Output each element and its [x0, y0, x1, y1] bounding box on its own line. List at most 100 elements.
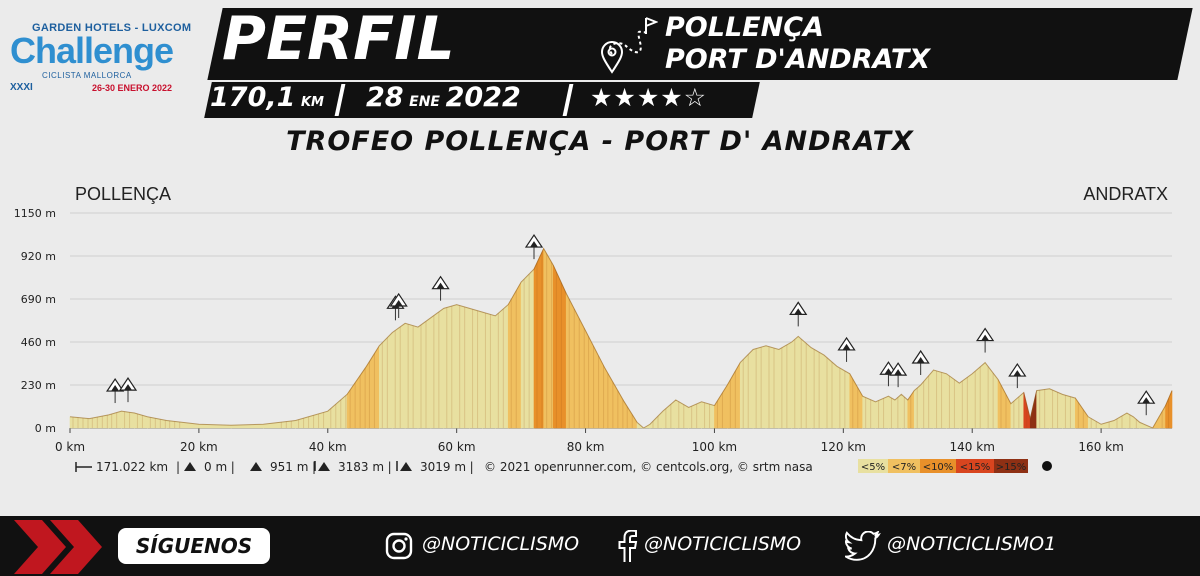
legend-label: <5%: [861, 462, 885, 473]
climb-marker-icon: [105, 377, 125, 404]
profile-segment: [984, 361, 999, 429]
climb-marker-peak: [794, 308, 803, 315]
stat-separator: |: [470, 460, 474, 474]
climb-marker-peak: [436, 282, 445, 289]
profile-segment: [765, 345, 780, 429]
route-start: POLLENÇA: [665, 12, 824, 43]
twitter-handle[interactable]: @NOTICICLISMO1: [887, 533, 1057, 555]
climb-marker-peak: [111, 385, 120, 392]
profile-segment: [688, 401, 702, 429]
profile-segment: [752, 345, 767, 429]
climb-markers: [105, 234, 1156, 416]
challenge-logo: GARDEN HOTELS - LUXCOM Challenge CICLIST…: [6, 22, 196, 96]
climb-marker-peak: [842, 343, 851, 350]
profile-segment: [1075, 397, 1089, 429]
profile-segment: [920, 369, 934, 429]
date-day: 28: [366, 82, 404, 113]
climb-marker-peak: [981, 334, 990, 341]
climb-marker-peak: [894, 369, 903, 376]
x-tick-label: 20 km: [180, 440, 218, 454]
y-tick-label: 920 m: [21, 250, 56, 263]
x-tick-label: 160 km: [1078, 440, 1123, 454]
follow-label: SÍGUENOS: [135, 534, 253, 558]
x-tick-label: 80 km: [567, 440, 605, 454]
climb-marker-icon: [389, 292, 408, 318]
stat-separator: |: [312, 460, 316, 474]
legend-label: >15%: [996, 462, 1027, 473]
y-tick-label: 230 m: [21, 379, 56, 392]
profile-segment: [836, 365, 851, 429]
distance-number: 170,1: [210, 82, 296, 113]
profile-segment: [121, 410, 135, 429]
profile-segment: [379, 331, 393, 429]
climb-marker-peak: [530, 241, 538, 248]
profile-segment: [714, 383, 728, 429]
climb-marker-icon: [789, 301, 808, 327]
climb-marker-peak: [884, 368, 893, 375]
logo-dates: 26-30 ENERO 2022: [92, 83, 173, 93]
profile-segment: [108, 410, 122, 429]
profile-segment: [495, 303, 509, 429]
route-icon: [600, 17, 658, 74]
follow-badge: SÍGUENOS: [118, 528, 270, 564]
up-altitude-icon: [318, 462, 330, 471]
logo-edition: XXXI: [10, 82, 33, 93]
profile-segment: [701, 401, 715, 429]
profile-segment: [443, 304, 457, 429]
date-month: ENE: [409, 94, 440, 110]
gradient-legend: <5% <7% <10% <15% >15%: [858, 459, 1052, 473]
profile-segment: [391, 322, 406, 429]
race-date: 28 ENE 2022: [366, 82, 521, 113]
legend-swatch: [956, 459, 994, 473]
facebook-icon[interactable]: [616, 530, 638, 562]
twitter-icon[interactable]: [845, 531, 881, 561]
climb-marker-icon: [524, 234, 544, 260]
profile-segment: [404, 322, 419, 429]
profile-segment: [1062, 393, 1076, 429]
instagram-handle[interactable]: @NOTICICLISMO: [422, 533, 580, 555]
legend-label: <10%: [923, 462, 954, 473]
profile-segment: [778, 341, 793, 429]
stat-descent: 3019 m: [420, 460, 466, 474]
profile-segment: [797, 335, 812, 429]
climb-marker-icon: [888, 362, 908, 388]
page-title: PERFIL: [222, 4, 455, 74]
stat-separator: |: [176, 460, 180, 474]
chart-end-label: ANDRATX: [1083, 184, 1168, 204]
profile-segment: [933, 369, 947, 429]
instagram-icon[interactable]: [385, 532, 413, 560]
profile-segment: [1100, 420, 1115, 429]
climb-marker-icon: [1008, 363, 1027, 389]
chart-stats: 171.022 km | 0 m | 951 m | 3183 m | 3019 m | © 202…: [75, 460, 813, 474]
profile-segment: [1113, 412, 1128, 429]
profile-segment: [1036, 388, 1050, 429]
difficulty-stars: ★★★★☆: [590, 83, 708, 112]
facebook-handle[interactable]: @NOTICICLISMO: [644, 533, 802, 555]
climb-marker-icon: [1137, 390, 1156, 416]
stat-ascent: 3183 m: [338, 460, 384, 474]
stat-separator: |: [231, 460, 235, 474]
distance-value: 170,1 KM: [210, 82, 324, 113]
profile-segment: [263, 420, 296, 429]
climb-marker-icon: [837, 336, 856, 362]
profile-segment: [662, 399, 677, 429]
stat-distance: 171.022 km: [96, 460, 168, 474]
profile-segment: [507, 281, 522, 429]
min-altitude-icon: [184, 462, 196, 471]
y-tick-label: 1150 m: [14, 207, 56, 220]
profile-segment: [482, 311, 496, 429]
chart-start-label: POLLENÇA: [75, 184, 171, 204]
max-altitude-icon: [250, 462, 262, 471]
legend-label: <7%: [892, 462, 916, 473]
climb-marker-peak: [916, 357, 925, 363]
profile-segment: [417, 317, 432, 429]
profile-segment: [456, 304, 470, 429]
profile-segment: [520, 268, 535, 429]
logo-subtext: CICLISTA MALLORCA: [42, 71, 132, 80]
elevation-profile-chart: POLLENÇA ANDRATX 0 m 230 m 460 m 690 m 920 m…: [14, 184, 1173, 474]
stat-max-altitude: 951 m: [270, 460, 308, 474]
x-tick-label: 140 km: [950, 440, 995, 454]
route-end: PORT D'ANDRATX: [665, 44, 931, 75]
profile-segment: [823, 354, 838, 429]
elevation-profile: [69, 247, 1173, 429]
